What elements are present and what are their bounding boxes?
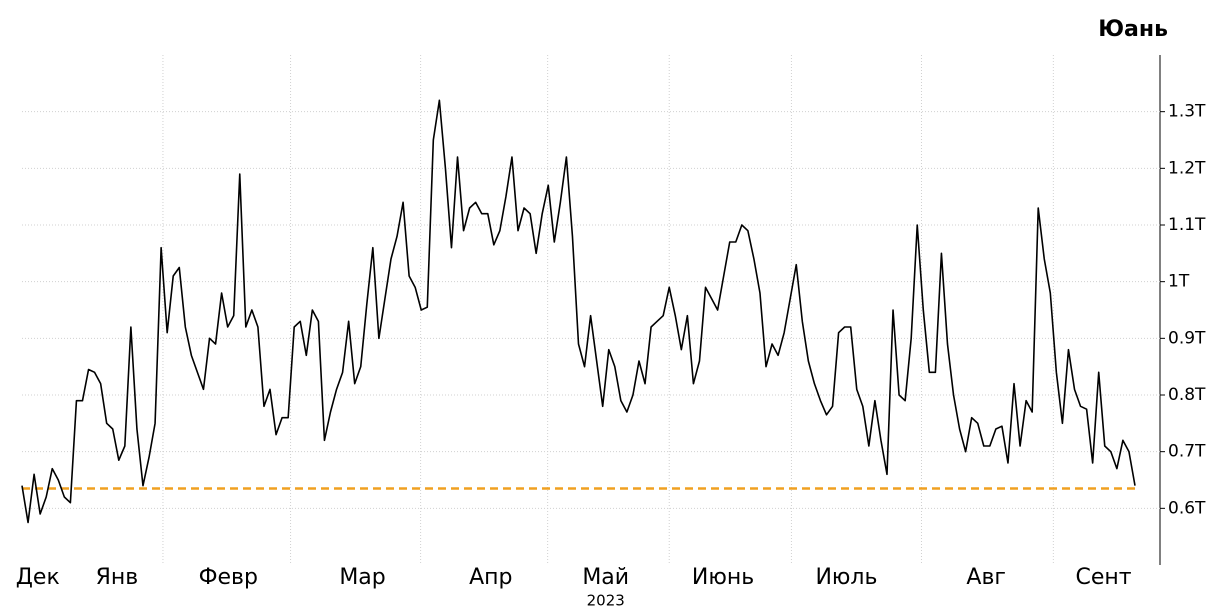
y-tick-label: 0.9T (1168, 328, 1206, 348)
x-tick-label: Авг (966, 565, 1006, 590)
x-tick-label: Янв (96, 565, 139, 590)
x-tick-label: Май (582, 565, 629, 590)
y-tick-label: 1.2T (1168, 158, 1206, 178)
y-tick-label: 1.3T (1168, 102, 1206, 122)
x-tick-label: Июнь (692, 565, 754, 590)
x-tick-label: Сент (1075, 565, 1131, 590)
y-tick-label: 0.6T (1168, 498, 1206, 518)
x-sublabel: 2023 (587, 592, 625, 608)
y-tick-label: 1.1T (1168, 215, 1206, 235)
x-tick-label: Апр (469, 565, 512, 590)
line-series (21, 99, 1136, 524)
y-tick-label: 0.7T (1168, 442, 1206, 462)
chart-title: Юань (1098, 17, 1168, 42)
x-tick-label: Дек (16, 565, 60, 590)
x-tick-label: Февр (199, 565, 258, 590)
x-tick-label: Июль (815, 565, 877, 590)
y-tick-label: 1T (1168, 272, 1190, 292)
y-tick-label: 0.8T (1168, 385, 1206, 405)
x-tick-label: Мар (339, 565, 385, 590)
